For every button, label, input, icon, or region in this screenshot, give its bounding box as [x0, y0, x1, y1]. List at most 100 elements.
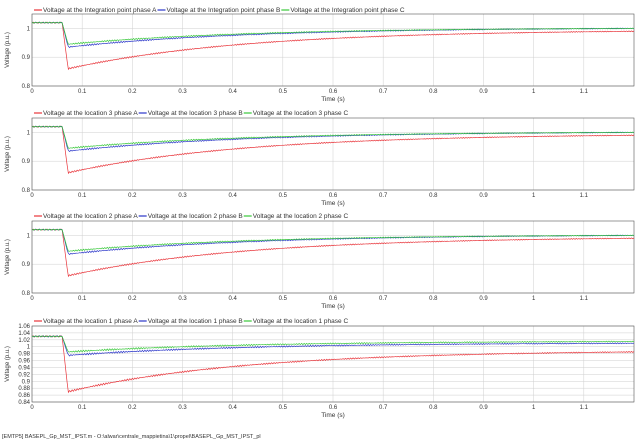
x-tick-label: 0.8	[429, 89, 438, 95]
y-tick-label: 1.02	[18, 338, 30, 344]
y-tick-label: 0.9	[22, 379, 31, 385]
x-tick-label: 0.5	[279, 193, 288, 199]
x-tick-label: 1	[532, 193, 536, 199]
footer-caption: [EMTP5] BASEPL_Gp_MST_IPST.m - O:\alwar\…	[2, 434, 261, 440]
x-tick-label: 0.2	[128, 405, 137, 411]
legend-entry: Voltage at the location 3 phase C	[253, 110, 349, 117]
series-line-phase-c	[31, 228, 635, 252]
x-tick-label: 0.2	[128, 296, 137, 302]
x-tick-label: 1	[532, 89, 536, 95]
chart-panel-2: Voltage at the location 3 phase A Voltage…	[5, 110, 635, 207]
x-tick-label: 0.9	[479, 296, 488, 302]
series-line-phase-b	[31, 228, 635, 255]
x-tick-label: 0	[30, 296, 34, 302]
x-tick-label: 0.1	[78, 89, 87, 95]
series-line-phase-c	[31, 21, 635, 45]
x-tick-label: 0.9	[479, 405, 488, 411]
y-tick-label: 0.86	[18, 393, 30, 399]
x-axis-label: Time (s)	[321, 303, 345, 310]
plot-frame	[31, 325, 635, 403]
y-tick-label: 1.04	[18, 331, 30, 337]
legend-entry: Voltage at the location 1 phase C	[253, 318, 349, 325]
x-tick-label: 0.2	[128, 89, 137, 95]
x-tick-label: 0.4	[228, 193, 237, 199]
x-tick-label: 0	[30, 89, 34, 95]
y-tick-label: 0.96	[18, 359, 30, 365]
y-tick-label: 0.9	[22, 159, 31, 165]
y-tick-label: 0.88	[18, 386, 30, 392]
y-axis-label: Voltage (p.u.)	[5, 239, 11, 275]
series-line-phase-c	[31, 125, 635, 149]
x-tick-label: 0.1	[78, 405, 87, 411]
x-tick-label: 1.1	[580, 296, 589, 302]
x-tick-label: 1	[532, 405, 536, 411]
series-line-phase-b	[31, 21, 635, 48]
chart-panel-1: Voltage at the Integration point phase A…	[5, 7, 635, 103]
legend-entry: Voltage at the location 1 phase B	[148, 318, 243, 325]
legend-entry: Voltage at the location 3 phase B	[148, 110, 243, 117]
legend-entry: Voltage at the location 2 phase C	[253, 213, 349, 220]
legend-entry: Voltage at the location 2 phase A	[43, 213, 138, 220]
x-tick-label: 1	[532, 296, 536, 302]
chart-panel-4: Voltage at the location 1 phase A Voltage…	[5, 318, 635, 419]
y-tick-label: 1	[27, 345, 31, 351]
x-axis-label: Time (s)	[321, 200, 345, 207]
legend-entry: Voltage at the Integration point phase B	[166, 7, 280, 14]
x-tick-label: 0.6	[329, 193, 338, 199]
x-tick-label: 1.1	[580, 405, 589, 411]
y-axis-label: Voltage (p.u.)	[5, 346, 11, 382]
series-line-phase-a	[31, 125, 635, 175]
x-tick-label: 0.6	[329, 405, 338, 411]
x-tick-label: 0.4	[228, 89, 237, 95]
series-line-phase-a	[31, 228, 635, 278]
x-tick-label: 0.2	[128, 193, 137, 199]
x-axis-label: Time (s)	[321, 412, 345, 419]
x-tick-label: 1.1	[580, 193, 589, 199]
legend-entry: Voltage at the location 1 phase A	[43, 318, 138, 325]
chart-panel-3: Voltage at the location 2 phase A Voltage…	[5, 213, 635, 310]
y-tick-label: 0.8	[22, 84, 31, 90]
series-line-phase-b	[31, 125, 635, 152]
x-tick-label: 0.3	[178, 193, 187, 199]
series-line-phase-c	[31, 335, 635, 353]
y-tick-label: 1	[27, 233, 31, 239]
x-tick-label: 0	[30, 193, 34, 199]
x-tick-label: 0.9	[479, 89, 488, 95]
y-tick-label: 1	[27, 26, 31, 32]
x-tick-label: 0.5	[279, 89, 288, 95]
legend-entry: Voltage at the location 3 phase A	[43, 110, 138, 117]
plot-frame	[31, 117, 635, 191]
x-tick-label: 0.3	[178, 89, 187, 95]
x-tick-label: 0.8	[429, 405, 438, 411]
y-tick-label: 1.06	[18, 324, 30, 330]
y-tick-label: 0.9	[22, 262, 31, 268]
legend-entry: Voltage at the Integration point phase C	[290, 7, 405, 14]
x-tick-label: 0.6	[329, 89, 338, 95]
x-tick-label: 0.7	[379, 89, 388, 95]
y-tick-label: 0.92	[18, 372, 30, 378]
y-tick-label: 0.9	[22, 55, 31, 61]
x-tick-label: 0.7	[379, 296, 388, 302]
x-tick-label: 1.1	[580, 89, 589, 95]
x-tick-label: 0.7	[379, 405, 388, 411]
x-tick-label: 0.5	[279, 296, 288, 302]
y-tick-label: 0.8	[22, 188, 31, 194]
x-tick-label: 0.8	[429, 193, 438, 199]
y-tick-label: 0.94	[18, 365, 30, 371]
y-tick-label: 1	[27, 130, 31, 136]
y-tick-label: 0.8	[22, 291, 31, 297]
x-tick-label: 0.1	[78, 193, 87, 199]
x-tick-label: 0.4	[228, 296, 237, 302]
legend-entry: Voltage at the Integration point phase A	[43, 7, 157, 14]
legend-entry: Voltage at the location 2 phase B	[148, 213, 243, 220]
x-tick-label: 0	[30, 405, 34, 411]
series-line-phase-b	[31, 335, 635, 357]
series-line-phase-a	[31, 21, 635, 71]
x-tick-label: 0.8	[429, 296, 438, 302]
x-tick-label: 0.9	[479, 193, 488, 199]
plot-frame	[31, 220, 635, 294]
y-tick-label: 0.98	[18, 352, 30, 358]
plot-frame	[31, 13, 635, 87]
y-axis-label: Voltage (p.u.)	[5, 136, 11, 172]
